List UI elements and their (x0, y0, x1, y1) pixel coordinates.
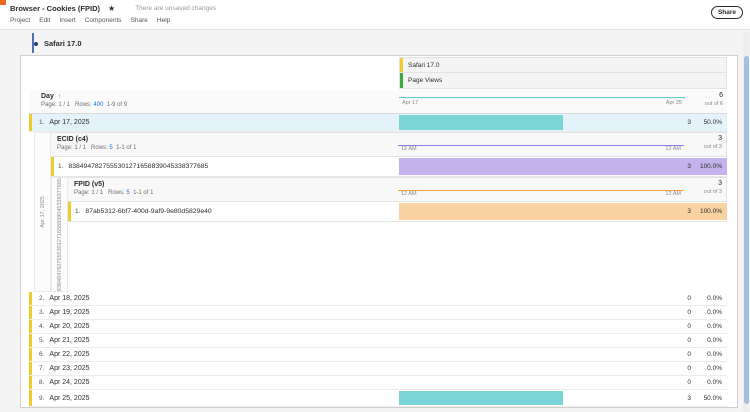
rows-per-page-link[interactable]: 400 (93, 102, 104, 108)
favorite-star-icon[interactable]: ★ (108, 4, 116, 13)
fpid-trend-sparkline: 12 AM 12 AM (401, 191, 681, 197)
page-views-bar (399, 158, 727, 175)
breakdown-gutter-ecid: 8384947827555301271658839045338377685 (51, 177, 68, 293)
day-row[interactable]: 7. Apr 23, 2025 0 0.0% (29, 362, 727, 377)
panel-title: Safari 17.0 (44, 39, 82, 48)
app-titlebar: Browser - Cookies (FPID) ★ There are uns… (0, 0, 750, 30)
menubar: Project Edit Insert Components Share Hel… (10, 17, 170, 24)
page-views-bar (399, 391, 563, 406)
menu-item-insert[interactable]: Insert (59, 17, 76, 24)
metric-color-strip (400, 73, 403, 88)
breakdown-gutter-date: Apr 25, 2025 (34, 407, 51, 408)
column-header-metric[interactable]: Page Views (399, 73, 727, 89)
menu-item-help[interactable]: Help (156, 17, 171, 24)
share-button[interactable]: Share (711, 6, 743, 19)
menu-item-components[interactable]: Components (84, 17, 122, 24)
breakdown-gutter-date: Apr 17, 2025 (34, 132, 51, 293)
day-row[interactable]: 1. Apr 17, 2025 3 50.0% (29, 114, 727, 132)
vertical-scrollbar[interactable] (743, 32, 749, 412)
dimension-color-strip (400, 58, 403, 72)
day-trend-cell: Apr 17 Apr 25 6 out of 6 (399, 90, 727, 113)
breakdown-fpid: 8384947827555301271658839045338377685 FP… (51, 177, 727, 293)
freeform-table: Safari 17.0 Page Views Day ↑ Page: 1 / 1… (20, 55, 738, 408)
day-header-label: Day (41, 93, 54, 100)
menu-item-project[interactable]: Project (10, 17, 31, 24)
row-color-strip (29, 114, 32, 131)
breakdown-apr17: Apr 17, 2025 ECID (c4) Page: 1 / 1 Rows:… (34, 132, 727, 293)
day-row[interactable]: 3. Apr 19, 2025 0 0.0% (29, 306, 727, 321)
day-row-label[interactable]: Apr 17, 2025 (49, 119, 90, 126)
spark-start-label: Apr 17 (402, 100, 419, 106)
ecid-trend-sparkline: 12 AM 12 AM (401, 146, 681, 152)
day-row[interactable]: 4. Apr 20, 2025 0 0.0% (29, 320, 727, 335)
day-column-header[interactable]: Day ↑ Page: 1 / 1 Rows: 400 1-9 of 9 Apr… (29, 90, 727, 114)
scrollbar-thumb[interactable] (743, 56, 749, 404)
bullet-icon (34, 41, 38, 46)
ecid-value-row[interactable]: 1. 8384947827555301271658839045338377685… (51, 157, 727, 177)
day-row[interactable]: 5. Apr 21, 2025 0 0.0% (29, 334, 727, 349)
ecid-value[interactable]: 8384947827555301271658839045338377685 (68, 163, 209, 170)
project-title: Browser - Cookies (FPID) (10, 4, 101, 13)
day-total: 6 out of 6 (704, 92, 723, 107)
day-row[interactable]: 2. Apr 18, 2025 0 0.0% (29, 292, 727, 307)
rows-per-page-link[interactable]: 5 (126, 190, 130, 196)
menu-item-edit[interactable]: Edit (39, 17, 51, 24)
ecid-section-header[interactable]: ECID (c4) Page: 1 / 1 Rows: 5 1-1 of 1 (51, 132, 727, 157)
fpid-value[interactable]: 87ab5312-6bf7-400d-9af9-9e80d5829e40 (85, 208, 212, 215)
column-headers: Safari 17.0 Page Views (21, 56, 737, 90)
day-trend-sparkline: Apr 17 Apr 25 (399, 90, 685, 113)
row-color-strip (68, 202, 71, 221)
day-row[interactable]: 9. Apr 25, 2025 3 50.0% (29, 390, 727, 407)
rows-per-page-link[interactable]: 5 (109, 145, 113, 151)
day-pager: Page: 1 / 1 Rows: 400 1-9 of 9 (41, 102, 128, 108)
menu-item-share[interactable]: Share (130, 17, 148, 24)
sort-ascending-icon[interactable]: ↑ (57, 94, 61, 100)
app-accent-mark (0, 0, 6, 5)
breakdown-apr25: Apr 25, 2025 ECID (v4) Page: 1 / 1 Rows:… (34, 407, 727, 408)
unsaved-changes-text: There are unsaved changes (135, 5, 217, 12)
fpid-value-row[interactable]: 1. 87ab5312-6bf7-400d-9af9-9e80d5829e40 … (68, 202, 727, 222)
fpid-section-header[interactable]: FPID (v5) Page: 1 / 1 Rows: 5 1-1 of 1 (68, 177, 727, 202)
ecid-section-header[interactable]: ECID (v4) Page: 1 / 1 Rows: 5 1-1 of 1 (51, 407, 727, 408)
page-views-bar (399, 203, 727, 220)
page-views-value: 3 50.0% (687, 119, 722, 126)
row-color-strip (51, 157, 54, 176)
column-header-dimension[interactable]: Safari 17.0 (399, 57, 727, 73)
day-row[interactable]: 8. Apr 24, 2025 0 0.0% (29, 376, 727, 391)
page-views-bar (399, 115, 563, 130)
spark-end-label: Apr 25 (665, 100, 682, 106)
panel-edge-accent (32, 33, 34, 53)
day-row[interactable]: 6. Apr 22, 2025 0 0.0% (29, 348, 727, 363)
